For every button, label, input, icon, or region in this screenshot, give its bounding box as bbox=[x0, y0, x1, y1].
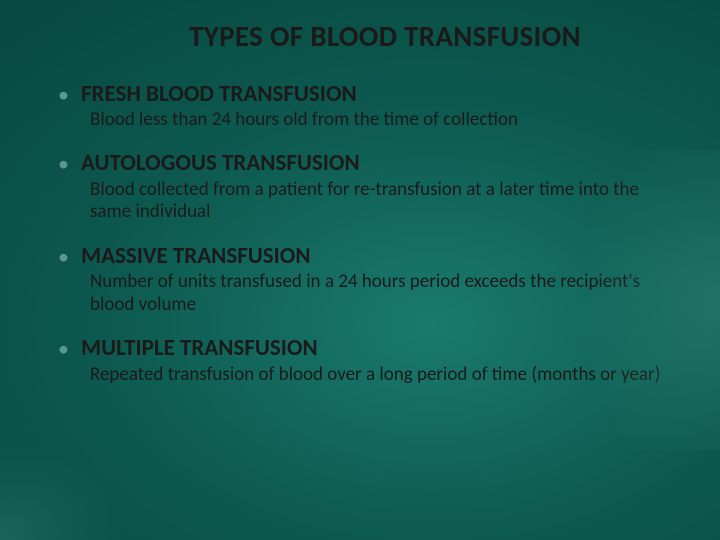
item-description: Number of units transfused in a 24 hours… bbox=[90, 271, 680, 316]
slide-container: TYPES OF BLOOD TRANSFUSION • FRESH BLOOD… bbox=[0, 0, 720, 540]
item-heading: FRESH BLOOD TRANSFUSION bbox=[81, 80, 357, 109]
list-item: • MASSIVE TRANSFUSION Number of units tr… bbox=[40, 242, 680, 317]
item-heading: AUTOLOGOUS TRANSFUSION bbox=[81, 149, 360, 178]
item-description: Blood less than 24 hours old from the ti… bbox=[90, 109, 680, 131]
bullet-icon: • bbox=[58, 244, 69, 270]
item-description: Blood collected from a patient for re-tr… bbox=[90, 179, 680, 224]
item-head: • FRESH BLOOD TRANSFUSION bbox=[58, 80, 680, 109]
item-head: • AUTOLOGOUS TRANSFUSION bbox=[58, 149, 680, 178]
slide-title: TYPES OF BLOOD TRANSFUSION bbox=[90, 18, 680, 54]
bullet-icon: • bbox=[58, 82, 69, 108]
item-head: • MASSIVE TRANSFUSION bbox=[58, 242, 680, 271]
list-item: • FRESH BLOOD TRANSFUSION Blood less tha… bbox=[40, 80, 680, 131]
bullet-icon: • bbox=[58, 151, 69, 177]
background-decor-left bbox=[0, 380, 200, 540]
list-item: • AUTOLOGOUS TRANSFUSION Blood collected… bbox=[40, 149, 680, 224]
bullet-icon: • bbox=[58, 336, 69, 362]
item-heading: MULTIPLE TRANSFUSION bbox=[81, 334, 318, 363]
list-item: • MULTIPLE TRANSFUSION Repeated transfus… bbox=[40, 334, 680, 386]
item-description: Repeated transfusion of blood over a lon… bbox=[90, 364, 680, 386]
item-heading: MASSIVE TRANSFUSION bbox=[81, 242, 311, 271]
item-head: • MULTIPLE TRANSFUSION bbox=[58, 334, 680, 363]
